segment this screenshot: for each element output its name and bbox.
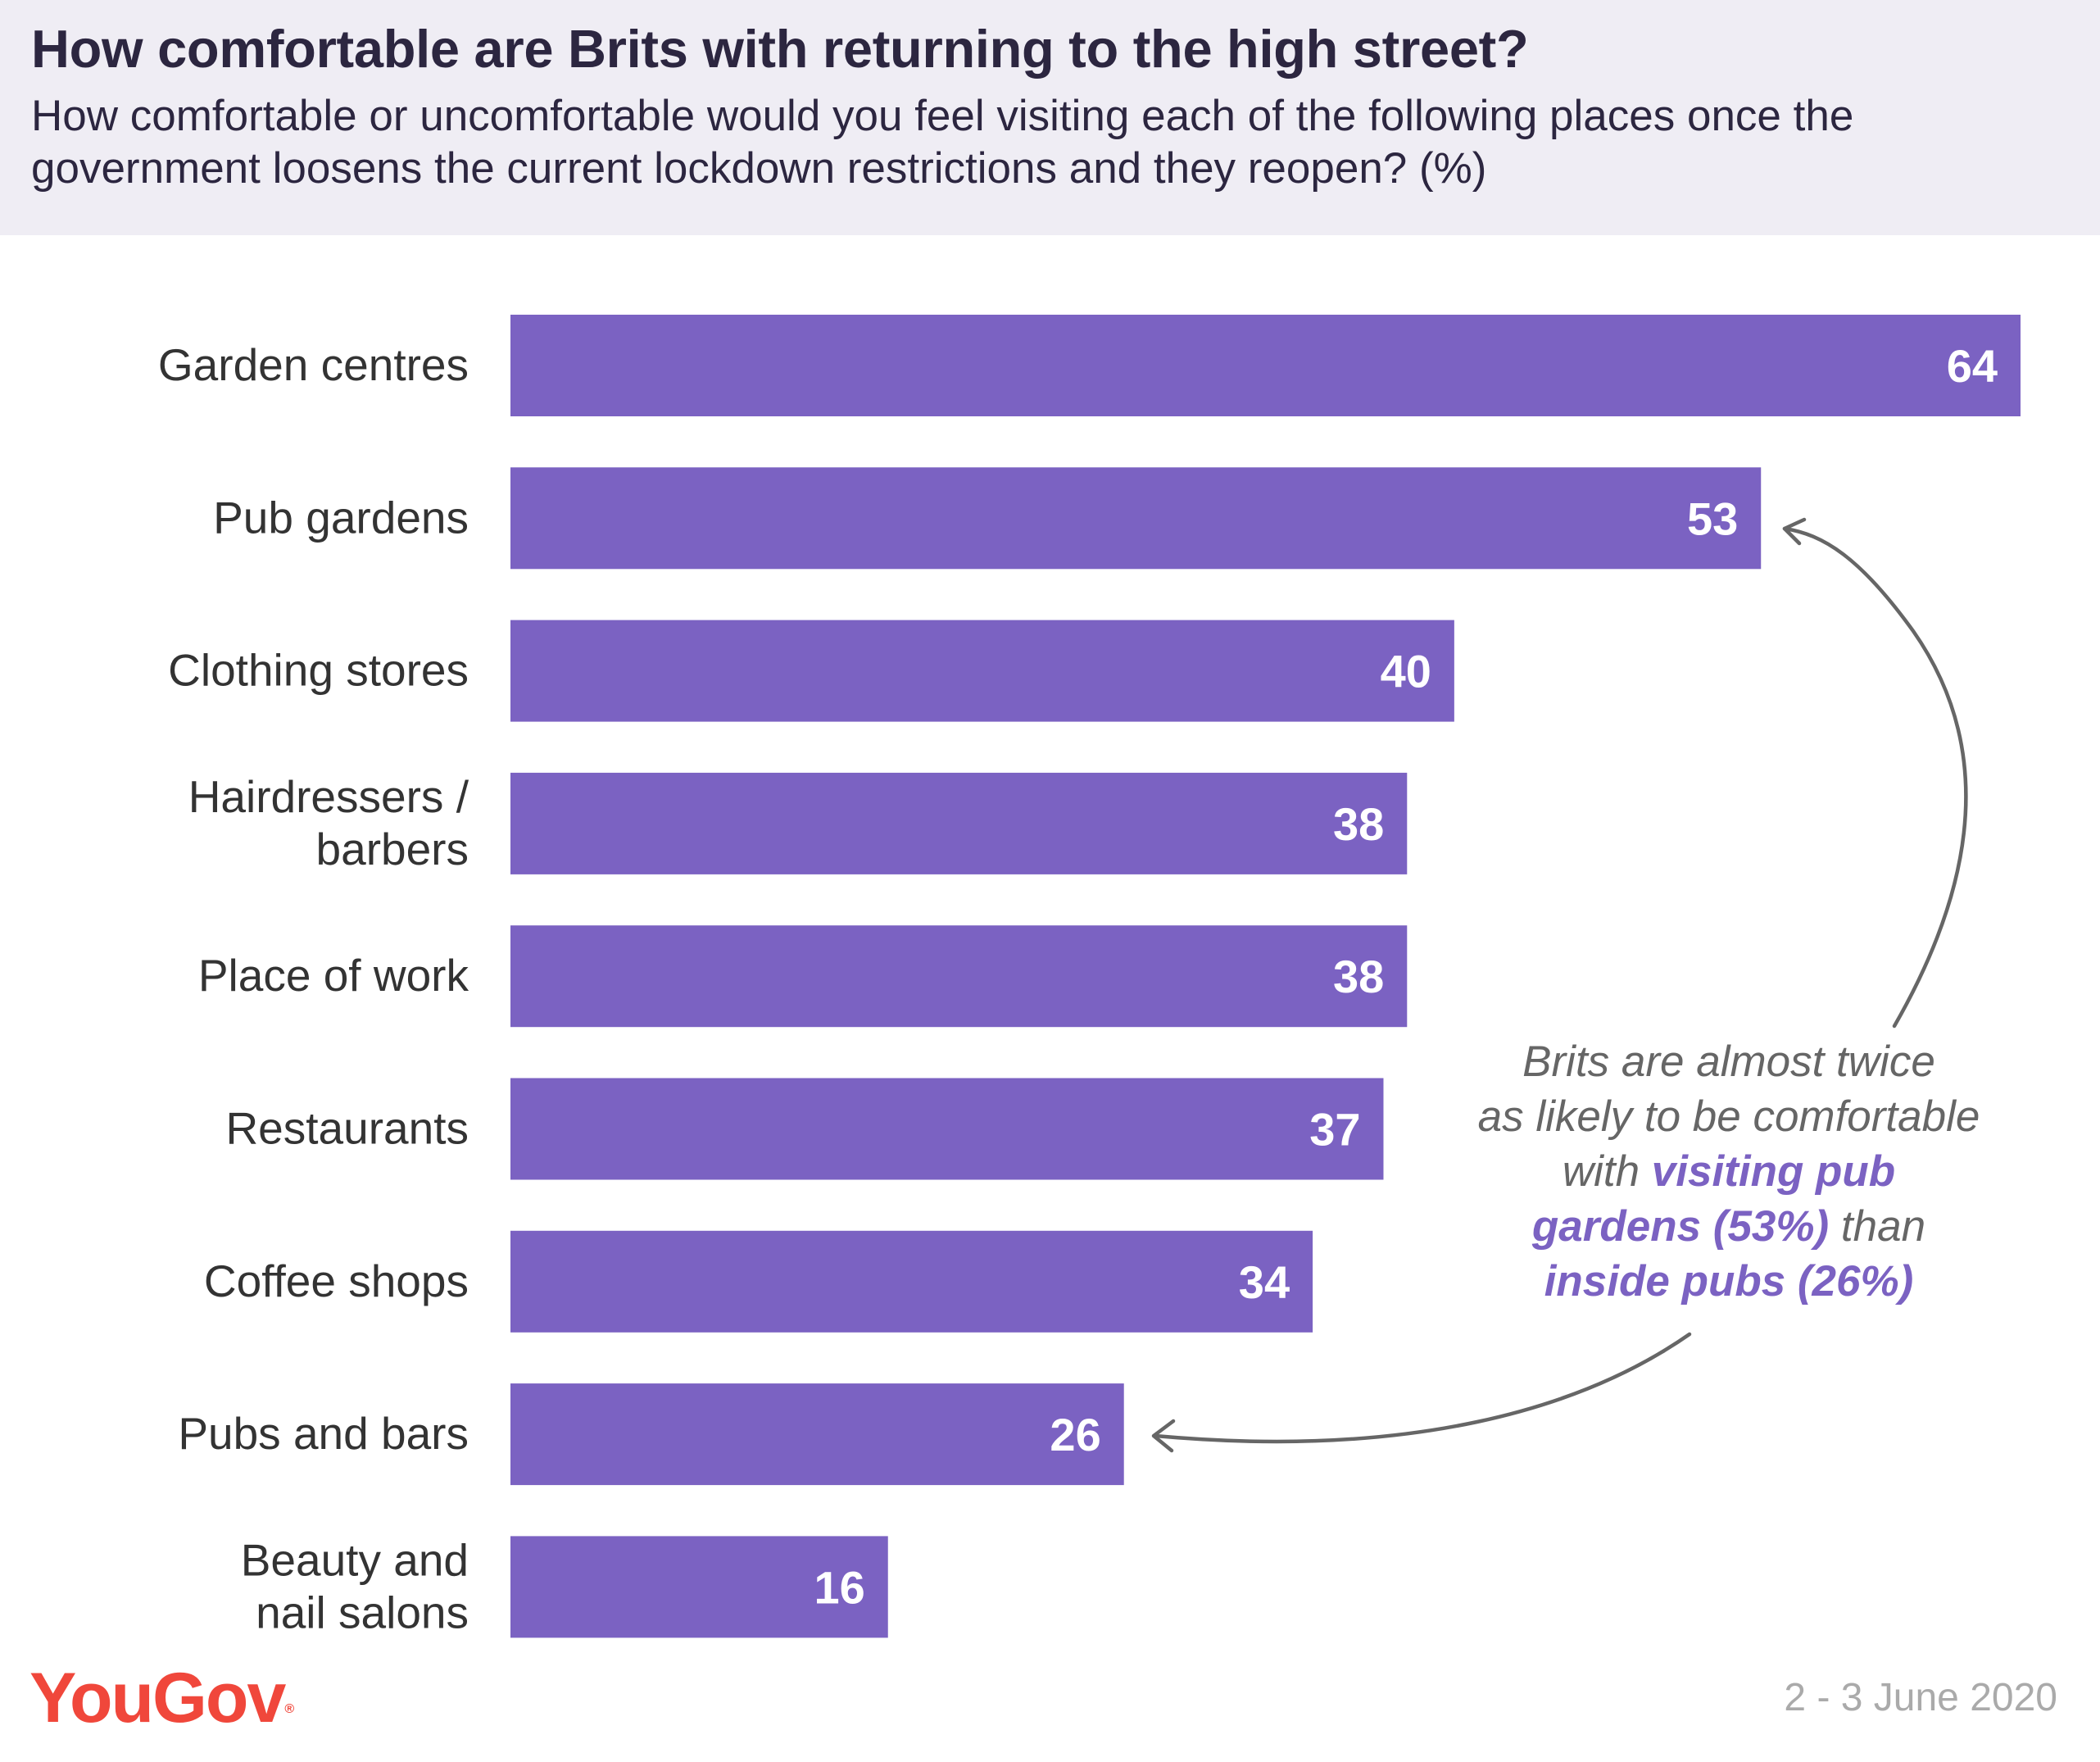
arrow-to-pubs-and-bars (1153, 1332, 1692, 1444)
chart-header: How comfortable are Brits with returning… (0, 0, 2100, 235)
bar-value-label: 38 (1333, 798, 1384, 850)
annotation-highlight-visiting-pub: visiting pub (1651, 1147, 1896, 1196)
logo-registered-mark: ® (284, 1702, 295, 1716)
annotation-line-3: with visiting pub (1442, 1144, 2016, 1199)
annotation-line-4-plain: than (1829, 1202, 1926, 1251)
bar (510, 467, 1762, 570)
annotation-line-3-plain: with (1562, 1147, 1652, 1196)
arrowhead-pub-gardens (1782, 517, 1807, 546)
arrowhead-pubs-and-bars (1151, 1419, 1176, 1453)
bar (510, 925, 1408, 1028)
category-label: Garden centres (158, 339, 469, 390)
bar-value-label: 53 (1687, 493, 1738, 544)
annotation-line-4: gardens (53%) than (1442, 1199, 2016, 1254)
chart-subtitle: How comfortable or uncomfortable would y… (31, 92, 1854, 193)
category-label: Hairdressers / (188, 771, 469, 822)
bar-value-label: 38 (1333, 951, 1384, 1002)
category-label: Pub gardens (213, 492, 469, 543)
category-label: Coffee shops (204, 1256, 469, 1306)
survey-date: 2 - 3 June 2020 (1784, 1676, 2057, 1719)
bar (510, 1383, 1124, 1486)
bar-value-label: 26 (1050, 1409, 1100, 1460)
bar (510, 772, 1408, 874)
yougov-logo: YouGov® (29, 1657, 294, 1739)
category-label: Restaurants (225, 1103, 469, 1154)
category-label: Place of work (198, 950, 469, 1001)
bar (510, 1230, 1313, 1333)
bar (510, 620, 1454, 722)
category-label: barbers (316, 824, 469, 874)
chart-title: How comfortable are Brits with returning… (31, 19, 1529, 79)
annotation-highlight-inside-pubs: inside pubs (26%) (1544, 1257, 1914, 1306)
bar-value-label: 16 (814, 1561, 864, 1613)
bar (510, 1536, 888, 1638)
bar-value-label: 37 (1309, 1104, 1360, 1156)
bar (510, 1078, 1384, 1180)
bar-value-label: 34 (1239, 1256, 1290, 1308)
bar (510, 315, 2021, 416)
arrow-to-pub-gardens (1782, 526, 1968, 1029)
category-label: Beauty and (241, 1534, 469, 1585)
logo-text: YouGov (29, 1659, 286, 1737)
category-label: Pubs and bars (178, 1408, 469, 1459)
bar-value-label: 64 (1947, 340, 1998, 392)
annotation-line-1: Brits are almost twice (1522, 1038, 1935, 1086)
category-label: nail salons (256, 1587, 469, 1637)
annotation-text: Brits are almost twice as likely to be c… (1442, 1034, 2016, 1309)
bar-value-label: 40 (1381, 646, 1431, 697)
category-label: Clothing stores (168, 645, 469, 696)
bars-layer: 64 Garden centres 53 Pub gardens 40 Clothing … (158, 315, 2021, 1638)
annotation-line-2: as likely to be comfortable (1477, 1092, 1980, 1141)
annotation-highlight-gardens: gardens (53%) (1531, 1202, 1830, 1251)
annotation-arrows (1151, 517, 1968, 1453)
